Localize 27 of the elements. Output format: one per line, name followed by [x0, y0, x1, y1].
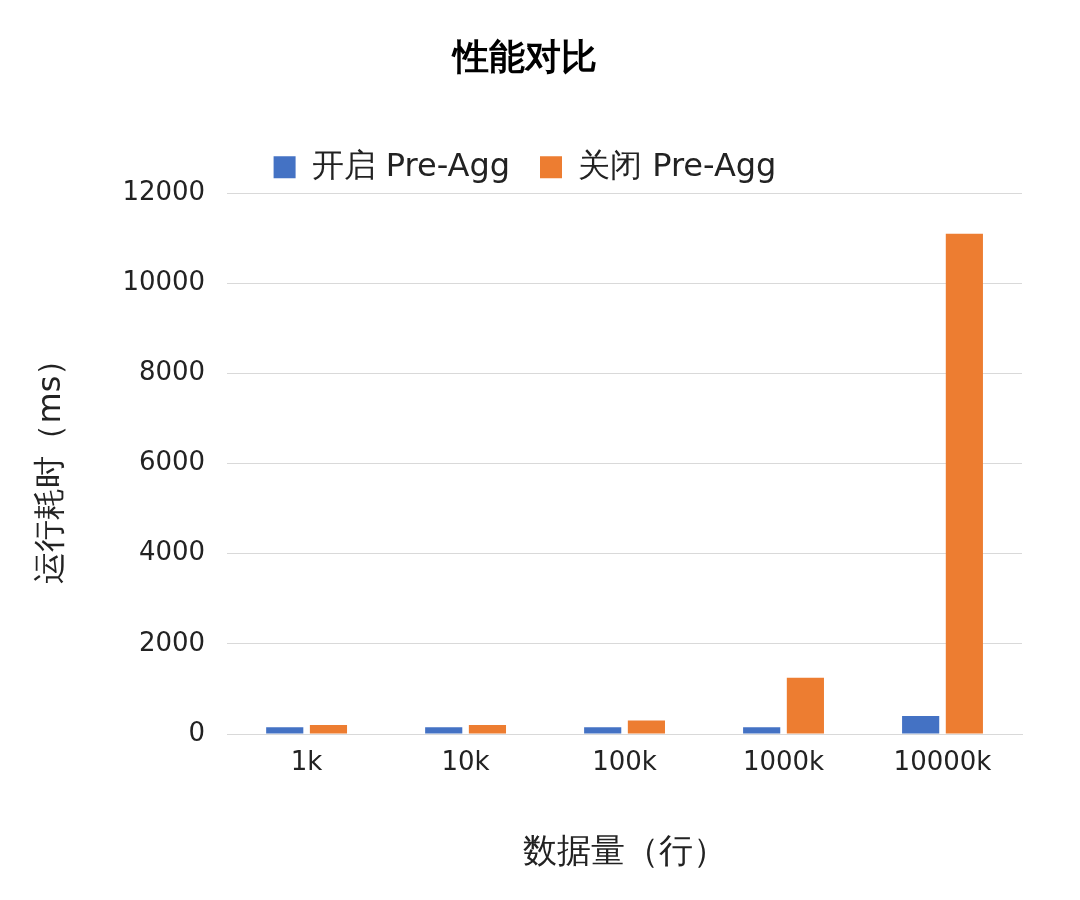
bar: [743, 727, 781, 734]
bar: [945, 233, 983, 734]
y-tick-label: 10000: [122, 266, 206, 297]
bar: [425, 727, 463, 734]
x-axis-title: 数据量（行）: [522, 830, 727, 871]
x-tick-label: 10000k: [893, 746, 992, 777]
legend-label: 开启 Pre-Agg: [311, 145, 510, 184]
bar: [266, 727, 304, 734]
x-tick-label: 1000k: [742, 746, 825, 777]
x-tick-label: 1k: [290, 746, 323, 777]
x-tick-label: 10k: [441, 746, 490, 777]
y-axis-title: 运行耗时（ms）: [29, 343, 68, 584]
chart-title: 性能对比: [451, 35, 597, 77]
y-tick-label: 2000: [138, 626, 206, 657]
bar: [627, 720, 665, 734]
bar: [786, 677, 824, 734]
bar: [309, 724, 348, 734]
bar: [584, 727, 622, 734]
y-tick-label: 6000: [138, 446, 206, 477]
y-tick-label: 8000: [138, 356, 206, 387]
y-tick-label: 4000: [138, 536, 206, 567]
x-tick-label: 100k: [592, 746, 657, 777]
y-tick-label: 12000: [122, 175, 206, 206]
y-tick-label: 0: [188, 716, 206, 747]
legend-label: 关闭 Pre-Agg: [578, 145, 777, 184]
bar: [902, 715, 940, 734]
bar: [468, 724, 507, 734]
